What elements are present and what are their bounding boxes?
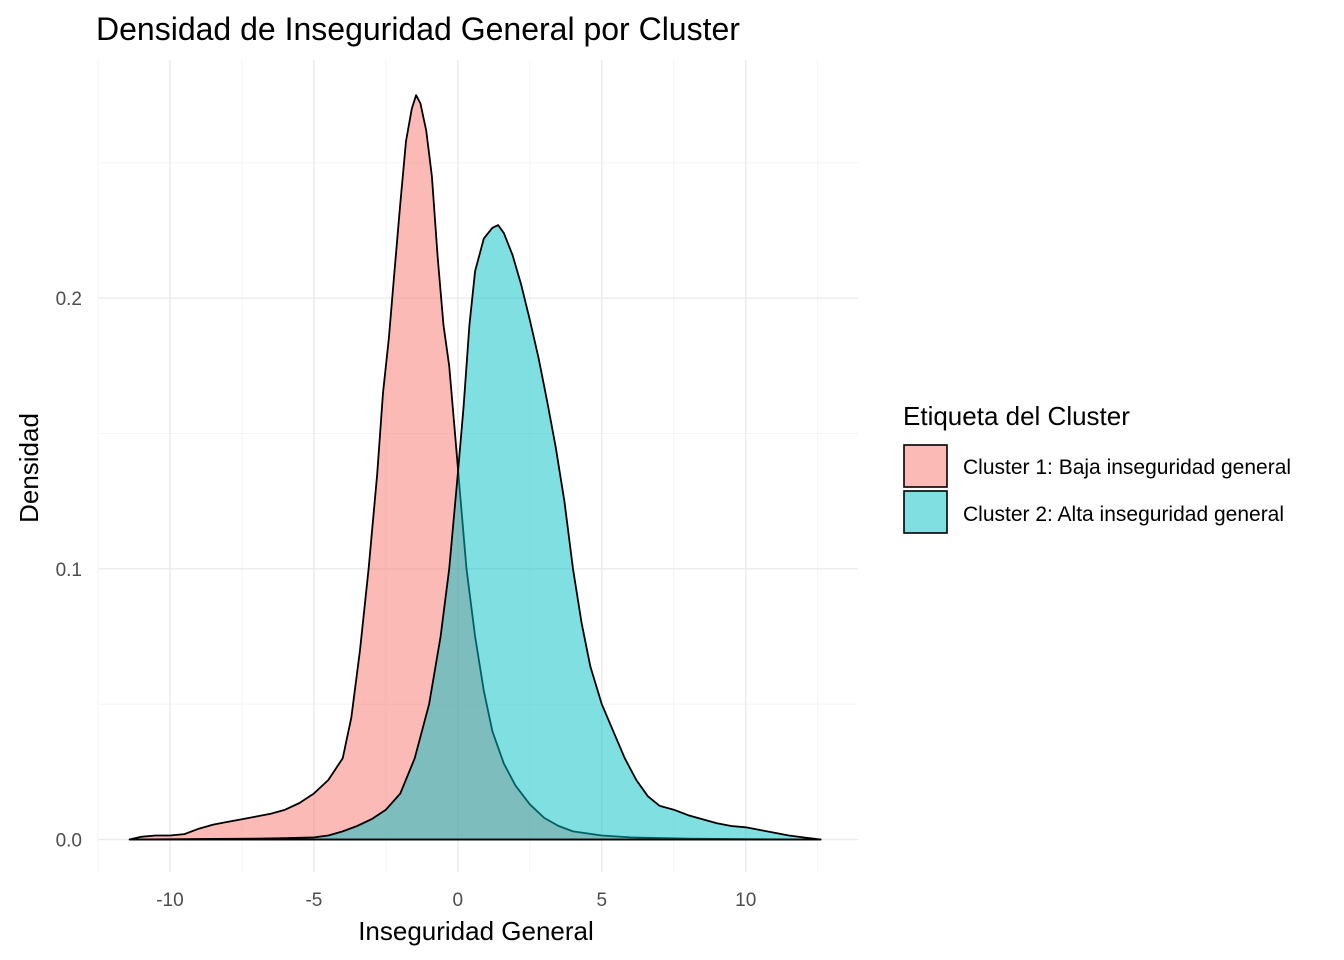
y-axis-tick-labels: 0.0 0.1 0.2 <box>56 289 82 851</box>
x-tick-label: -10 <box>156 890 183 911</box>
x-axis-tick-labels: -10 -5 0 5 10 <box>156 890 756 911</box>
legend-key-cluster-1 <box>903 444 948 488</box>
legend-title: Etiqueta del Cluster <box>903 401 1130 431</box>
y-tick-label: 0.2 <box>56 289 82 310</box>
legend: Etiqueta del Cluster Cluster 1: Baja ins… <box>903 401 1291 534</box>
y-axis-title: Densidad <box>14 413 44 523</box>
x-tick-label: -5 <box>305 890 322 911</box>
density-areas <box>128 94 822 841</box>
y-tick-label: 0.1 <box>56 560 82 581</box>
legend-label-cluster-1: Cluster 1: Baja inseguridad general <box>963 456 1291 479</box>
x-tick-label: 0 <box>453 890 464 911</box>
legend-label-cluster-2: Cluster 2: Alta inseguridad general <box>963 503 1284 526</box>
chart-title: Densidad de Inseguridad General por Clus… <box>96 11 740 47</box>
x-tick-label: 5 <box>596 890 607 911</box>
x-axis-title: Inseguridad General <box>358 916 594 946</box>
density-area-cluster-2 <box>128 224 822 841</box>
x-tick-label: 10 <box>735 890 756 911</box>
legend-key-cluster-2 <box>903 490 948 534</box>
y-tick-label: 0.0 <box>56 831 82 852</box>
